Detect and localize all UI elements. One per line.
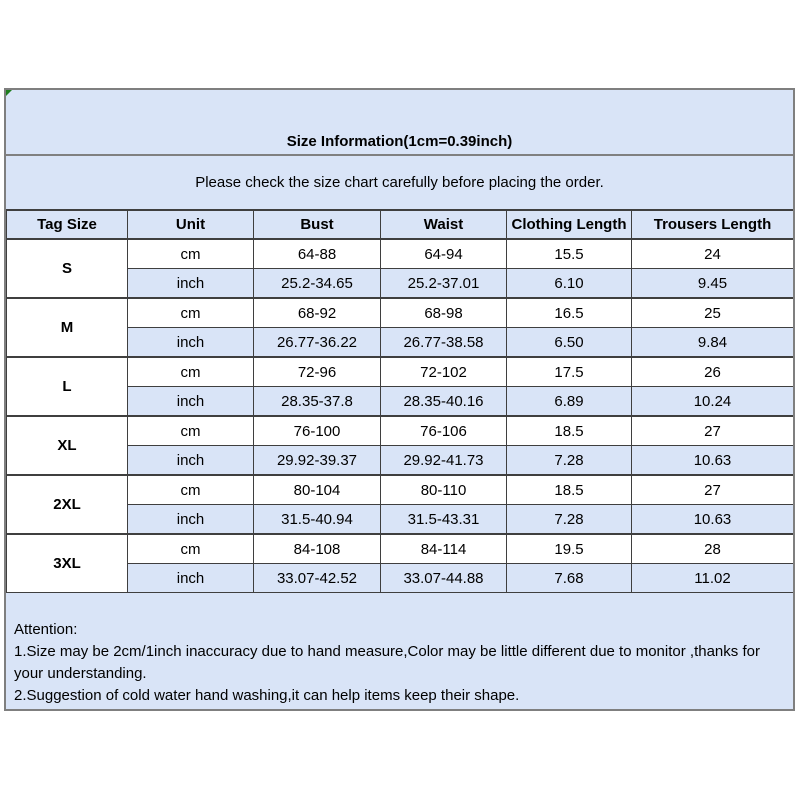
table-row: inch 31.5-40.94 31.5-43.31 7.28 10.63 xyxy=(7,504,793,535)
trousers-length-cell: 27 xyxy=(631,474,793,505)
trousers-length-cell: 10.24 xyxy=(631,386,793,417)
clothing-length-cell: 18.5 xyxy=(506,474,632,505)
size-info-title: Size Information(1cm=0.39inch) xyxy=(6,90,793,156)
unit-cell: cm xyxy=(127,297,254,328)
clothing-length-cell: 6.10 xyxy=(506,268,632,299)
header-trousers-length: Trousers Length xyxy=(631,209,793,240)
waist-cell: 25.2-37.01 xyxy=(380,268,507,299)
header-unit: Unit xyxy=(127,209,254,240)
table-row: S cm 64-88 64-94 15.5 24 xyxy=(6,238,793,299)
trousers-length-cell: 25 xyxy=(631,297,793,328)
header-bust: Bust xyxy=(253,209,381,240)
bust-cell: 28.35-37.8 xyxy=(253,386,381,417)
bust-cell: 76-100 xyxy=(253,415,381,446)
unit-cell: cm xyxy=(127,474,254,505)
tag-size-cell: L xyxy=(6,356,128,417)
table-row: inch 29.92-39.37 29.92-41.73 7.28 10.63 xyxy=(7,445,793,476)
unit-cell: inch xyxy=(127,563,254,593)
table-row: M cm 68-92 68-98 16.5 25 xyxy=(6,297,793,358)
attention-section: Attention: 1.Size may be 2cm/1inch inacc… xyxy=(6,593,793,709)
clothing-length-cell: 17.5 xyxy=(506,356,632,387)
table-header-row: Tag Size Unit Bust Waist Clothing Length… xyxy=(6,209,793,240)
cell-corner-marker-icon xyxy=(6,90,12,96)
header-waist: Waist xyxy=(380,209,507,240)
waist-cell: 31.5-43.31 xyxy=(380,504,507,535)
table-row: inch 33.07-42.52 33.07-44.88 7.68 11.02 xyxy=(7,563,793,593)
trousers-length-cell: 24 xyxy=(631,238,793,269)
bust-cell: 68-92 xyxy=(253,297,381,328)
clothing-length-cell: 6.50 xyxy=(506,327,632,358)
clothing-length-cell: 7.28 xyxy=(506,445,632,476)
clothing-length-cell: 18.5 xyxy=(506,415,632,446)
trousers-length-cell: 9.84 xyxy=(631,327,793,358)
bust-cell: 72-96 xyxy=(253,356,381,387)
waist-cell: 33.07-44.88 xyxy=(380,563,507,593)
waist-cell: 29.92-41.73 xyxy=(380,445,507,476)
size-chart-panel: Size Information(1cm=0.39inch) Please ch… xyxy=(4,88,795,711)
unit-cell: cm xyxy=(127,238,254,269)
waist-cell: 84-114 xyxy=(380,533,507,564)
waist-cell: 26.77-38.58 xyxy=(380,327,507,358)
trousers-length-cell: 28 xyxy=(631,533,793,564)
trousers-length-cell: 10.63 xyxy=(631,504,793,535)
waist-cell: 76-106 xyxy=(380,415,507,446)
clothing-length-cell: 15.5 xyxy=(506,238,632,269)
waist-cell: 64-94 xyxy=(380,238,507,269)
bust-cell: 64-88 xyxy=(253,238,381,269)
unit-cell: inch xyxy=(127,504,254,535)
unit-cell: inch xyxy=(127,386,254,417)
table-row: 2XL cm 80-104 80-110 18.5 27 xyxy=(6,474,793,535)
tag-size-cell: M xyxy=(6,297,128,358)
unit-cell: inch xyxy=(127,327,254,358)
bust-cell: 26.77-36.22 xyxy=(253,327,381,358)
clothing-length-cell: 16.5 xyxy=(506,297,632,328)
tag-size-cell: 2XL xyxy=(6,474,128,535)
bust-cell: 31.5-40.94 xyxy=(253,504,381,535)
tag-size-cell: 3XL xyxy=(6,533,128,593)
waist-cell: 68-98 xyxy=(380,297,507,328)
header-clothing-length: Clothing Length xyxy=(506,209,632,240)
bust-cell: 84-108 xyxy=(253,533,381,564)
trousers-length-cell: 27 xyxy=(631,415,793,446)
tag-size-cell: XL xyxy=(6,415,128,476)
table-row: inch 28.35-37.8 28.35-40.16 6.89 10.24 xyxy=(7,386,793,417)
bust-cell: 25.2-34.65 xyxy=(253,268,381,299)
unit-cell: inch xyxy=(127,445,254,476)
attention-note: 1.Size may be 2cm/1inch inaccuracy due t… xyxy=(14,643,760,682)
clothing-length-cell: 6.89 xyxy=(506,386,632,417)
unit-cell: cm xyxy=(127,415,254,446)
trousers-length-cell: 11.02 xyxy=(631,563,793,593)
bust-cell: 29.92-39.37 xyxy=(253,445,381,476)
table-row: 3XL cm 84-108 84-114 19.5 28 xyxy=(6,533,793,593)
unit-cell: cm xyxy=(127,356,254,387)
table-row: inch 26.77-36.22 26.77-38.58 6.50 9.84 xyxy=(7,327,793,358)
trousers-length-cell: 10.63 xyxy=(631,445,793,476)
bust-cell: 80-104 xyxy=(253,474,381,505)
trousers-length-cell: 26 xyxy=(631,356,793,387)
waist-cell: 28.35-40.16 xyxy=(380,386,507,417)
clothing-length-cell: 7.68 xyxy=(506,563,632,593)
trousers-length-cell: 9.45 xyxy=(631,268,793,299)
attention-heading: Attention: xyxy=(14,621,78,638)
table-row: L cm 72-96 72-102 17.5 26 xyxy=(6,356,793,417)
tag-size-cell: S xyxy=(6,238,128,299)
size-chart-notice: Please check the size chart carefully be… xyxy=(6,156,793,209)
waist-cell: 72-102 xyxy=(380,356,507,387)
bust-cell: 33.07-42.52 xyxy=(253,563,381,593)
unit-cell: inch xyxy=(127,268,254,299)
clothing-length-cell: 7.28 xyxy=(506,504,632,535)
table-row: inch 25.2-34.65 25.2-37.01 6.10 9.45 xyxy=(7,268,793,299)
waist-cell: 80-110 xyxy=(380,474,507,505)
attention-note: 2.Suggestion of cold water hand washing,… xyxy=(14,687,520,704)
clothing-length-cell: 19.5 xyxy=(506,533,632,564)
header-tag-size: Tag Size xyxy=(6,209,128,240)
unit-cell: cm xyxy=(127,533,254,564)
table-row: XL cm 76-100 76-106 18.5 27 xyxy=(6,415,793,476)
size-chart-table: Tag Size Unit Bust Waist Clothing Length… xyxy=(6,209,793,593)
